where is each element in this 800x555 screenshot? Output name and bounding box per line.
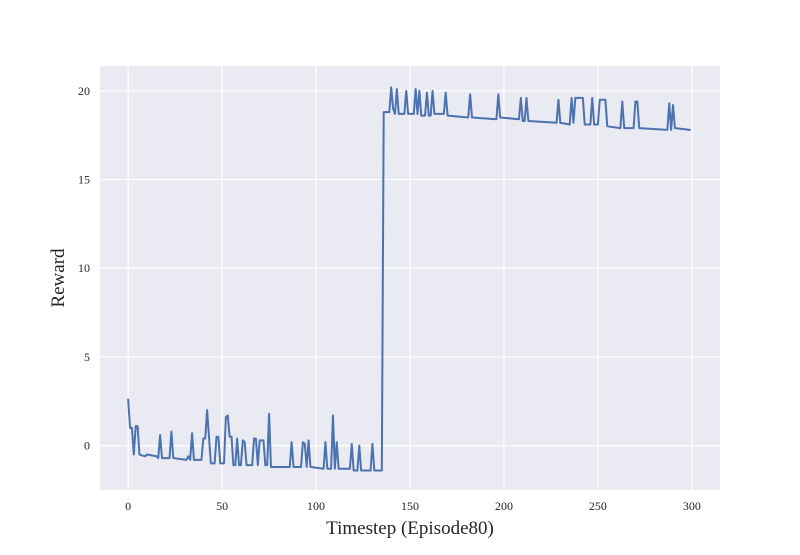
series-line: [127, 86, 691, 472]
y-tick-label: 10: [78, 261, 90, 275]
y-axis-label: Reward: [48, 248, 69, 308]
x-tick-label: 150: [401, 499, 419, 513]
series-layer: [127, 86, 691, 472]
y-tick-label: 15: [78, 173, 90, 187]
x-tick-label: 0: [125, 499, 131, 513]
x-tick-label: 50: [216, 499, 228, 513]
x-tick-label: 300: [683, 499, 701, 513]
x-tick-label: 100: [307, 499, 325, 513]
y-tick-label: 20: [78, 84, 90, 98]
tick-label-layer: 0 50 100 150 200 250 300 0 5 10 15 20: [78, 84, 701, 513]
x-tick-label: 250: [589, 499, 607, 513]
y-tick-label: 5: [84, 350, 90, 364]
x-tick-label: 200: [495, 499, 513, 513]
x-axis-label: Timestep (Episode80): [326, 518, 494, 539]
y-tick-label: 0: [84, 439, 90, 453]
